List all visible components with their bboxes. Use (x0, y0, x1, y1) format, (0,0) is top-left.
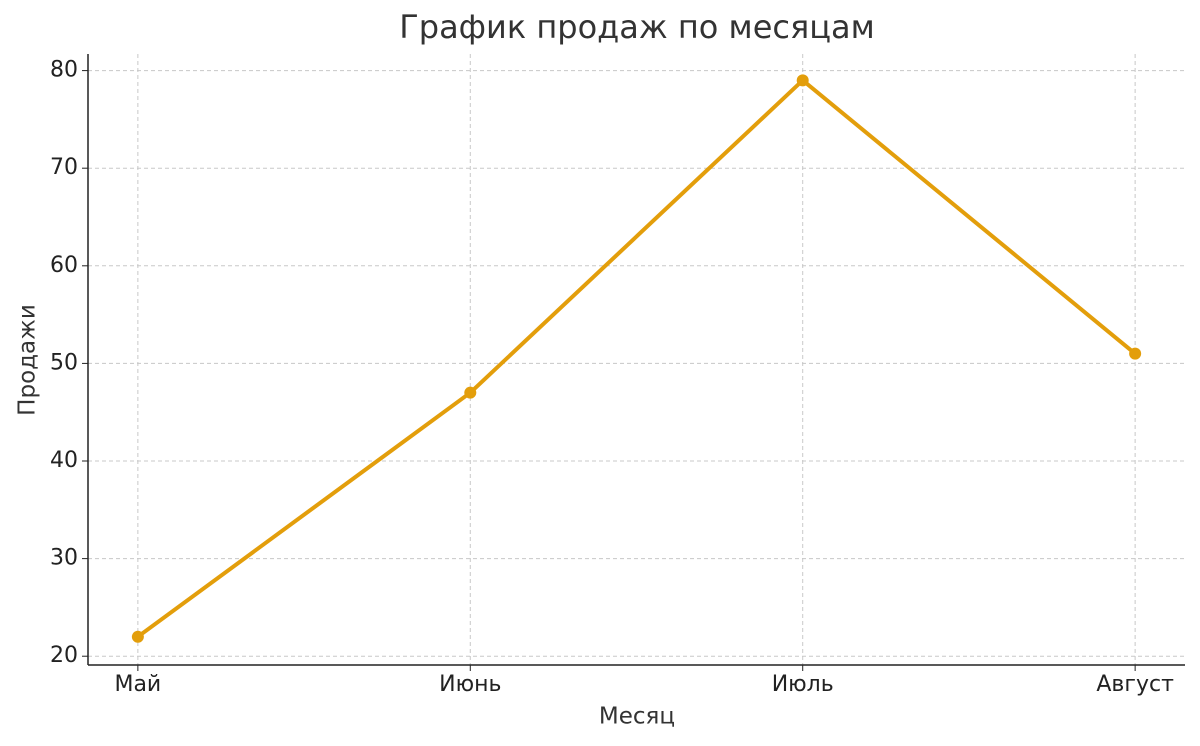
y-tick-label: 20 (50, 643, 78, 668)
y-tick-label: 80 (50, 58, 78, 83)
point (131, 630, 144, 643)
chart-title: График продаж по месяцам (399, 8, 875, 46)
y-tick-label: 70 (50, 155, 78, 180)
point (796, 74, 809, 87)
y-tick-label: 40 (50, 448, 78, 473)
y-tick-label: 60 (50, 253, 78, 278)
y-tick-label: 50 (50, 350, 78, 375)
line (136, 78, 1137, 639)
point (464, 386, 477, 399)
x-axis-label: Месяц (599, 704, 675, 730)
y-tick-label: 30 (50, 546, 78, 571)
x-tick-label: Август (1096, 672, 1174, 697)
y-axis-label: Продажи (15, 304, 41, 416)
x-tick-label: Июнь (439, 672, 501, 697)
x-tick-label: Июль (772, 672, 834, 697)
x-tick-label: Май (114, 672, 161, 697)
point (1129, 347, 1142, 360)
